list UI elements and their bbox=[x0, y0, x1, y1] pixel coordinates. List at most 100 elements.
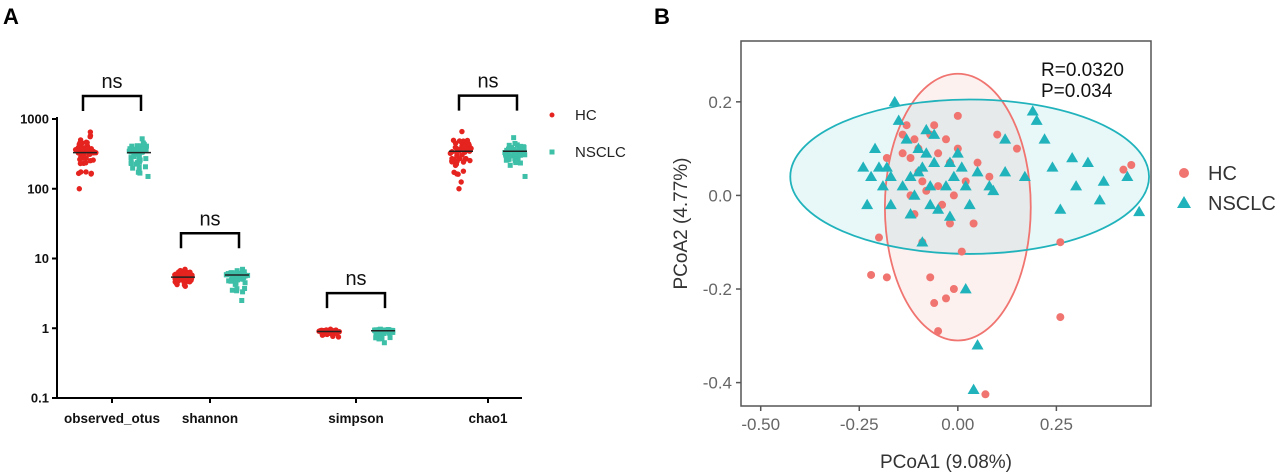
y-tick-label: 0.0 bbox=[708, 186, 732, 205]
hc-point bbox=[882, 153, 891, 162]
nsclc-point bbox=[242, 280, 248, 286]
hc-point bbox=[993, 130, 1002, 139]
nsclc-point bbox=[511, 135, 517, 141]
nsclc-point bbox=[1070, 180, 1083, 191]
hc-point bbox=[953, 111, 962, 120]
hc-point bbox=[938, 200, 947, 209]
significance-bracket bbox=[457, 94, 519, 111]
nsclc-point bbox=[506, 146, 512, 152]
nsclc-point bbox=[928, 128, 941, 139]
legend-hc-label: HC bbox=[1208, 163, 1237, 185]
hc-point bbox=[456, 138, 463, 144]
nsclc-point bbox=[1081, 156, 1094, 167]
hc-point bbox=[87, 132, 94, 139]
panel-a-chart: 0.1 1 10 100 1000 observed_otus shannon simpson… bbox=[20, 71, 626, 426]
nsclc-point bbox=[924, 198, 937, 210]
nsclc-point bbox=[234, 286, 240, 292]
nsclc-point bbox=[971, 166, 984, 177]
hc-point bbox=[84, 145, 91, 152]
nsclc-point bbox=[912, 142, 925, 153]
nsclc-point bbox=[141, 141, 147, 147]
nsclc-point bbox=[127, 146, 133, 152]
nsclc-point bbox=[142, 164, 148, 170]
hc-point bbox=[1056, 313, 1065, 322]
hc-point bbox=[934, 327, 943, 336]
nsclc-point bbox=[511, 146, 517, 152]
nsclc-point bbox=[963, 198, 976, 210]
nsclc-point bbox=[387, 335, 393, 341]
nsclc-point bbox=[130, 165, 136, 171]
legend-hc-label: HC bbox=[575, 107, 597, 124]
hc-point bbox=[83, 160, 89, 166]
hc-point bbox=[181, 282, 188, 288]
p-value: P=0.034 bbox=[1041, 81, 1113, 102]
x-axis-title: PCoA1 (9.08%) bbox=[880, 452, 1012, 473]
nsclc-point bbox=[239, 297, 245, 303]
nsclc-point bbox=[1018, 170, 1031, 182]
hc-point bbox=[973, 158, 982, 167]
hc-point bbox=[942, 294, 950, 303]
panel-b-letter: B bbox=[654, 4, 670, 29]
significance-bracket bbox=[81, 94, 143, 112]
hc-point bbox=[177, 267, 184, 274]
nsclc-point bbox=[943, 210, 956, 221]
nsclc-point bbox=[1038, 133, 1051, 144]
category-label: observed_otus bbox=[64, 411, 160, 426]
nsclc-point bbox=[924, 180, 937, 191]
y-tick-label: -0.4 bbox=[703, 374, 732, 393]
nsclc-point bbox=[908, 189, 921, 200]
nsclc-point bbox=[131, 146, 137, 152]
confidence-ellipse-fill bbox=[790, 99, 1150, 254]
legend-nsclc-label: NSCLC bbox=[575, 144, 626, 161]
hc-point bbox=[942, 135, 950, 144]
nsclc-point bbox=[904, 208, 917, 219]
nsclc-point bbox=[140, 146, 146, 152]
hc-point bbox=[934, 182, 943, 191]
nsclc-point bbox=[131, 154, 137, 160]
hc-point bbox=[180, 271, 186, 278]
hc-point bbox=[185, 271, 191, 277]
hc-point bbox=[77, 156, 83, 163]
r-statistic: R=0.0320 bbox=[1041, 60, 1124, 81]
hc-point bbox=[77, 160, 84, 167]
nsclc-point bbox=[861, 198, 874, 210]
nsclc-point bbox=[373, 335, 379, 341]
category-label: shannon bbox=[182, 411, 238, 426]
legend-hc-marker bbox=[1179, 168, 1189, 178]
nsclc-point bbox=[507, 162, 513, 168]
nsclc-point bbox=[229, 287, 235, 293]
hc-point bbox=[1056, 238, 1065, 247]
nsclc-point bbox=[376, 336, 382, 342]
nsclc-point bbox=[904, 170, 917, 182]
nsclc-point bbox=[238, 276, 244, 282]
y-tick-label: 1 bbox=[42, 321, 49, 336]
hc-point bbox=[452, 140, 459, 146]
nsclc-point bbox=[1046, 161, 1059, 172]
nsclc-point bbox=[951, 147, 964, 158]
hc-point bbox=[467, 157, 473, 164]
nsclc-point bbox=[900, 133, 913, 144]
nsclc-point bbox=[143, 156, 149, 162]
confidence-ellipse bbox=[789, 98, 1150, 255]
hc-point bbox=[72, 146, 79, 153]
hc-point bbox=[945, 219, 954, 228]
nsclc-point bbox=[920, 123, 933, 135]
hc-point bbox=[949, 285, 958, 294]
nsclc-point bbox=[1054, 203, 1067, 214]
nsclc-point bbox=[999, 166, 1012, 177]
hc-point bbox=[985, 172, 994, 181]
nsclc-point bbox=[228, 278, 234, 284]
nsclc-point bbox=[128, 155, 134, 161]
nsclc-point bbox=[376, 333, 382, 339]
hc-point bbox=[458, 179, 464, 185]
hc-point bbox=[906, 153, 915, 162]
hc-point bbox=[460, 168, 467, 174]
hc-point bbox=[175, 277, 181, 284]
y-tick-label: 0.1 bbox=[31, 391, 49, 406]
hc-point bbox=[454, 171, 460, 177]
nsclc-point bbox=[517, 152, 523, 158]
nsclc-point bbox=[135, 169, 141, 175]
hc-point bbox=[464, 137, 471, 144]
nsclc-point bbox=[503, 157, 509, 163]
nsclc-point bbox=[955, 161, 968, 172]
